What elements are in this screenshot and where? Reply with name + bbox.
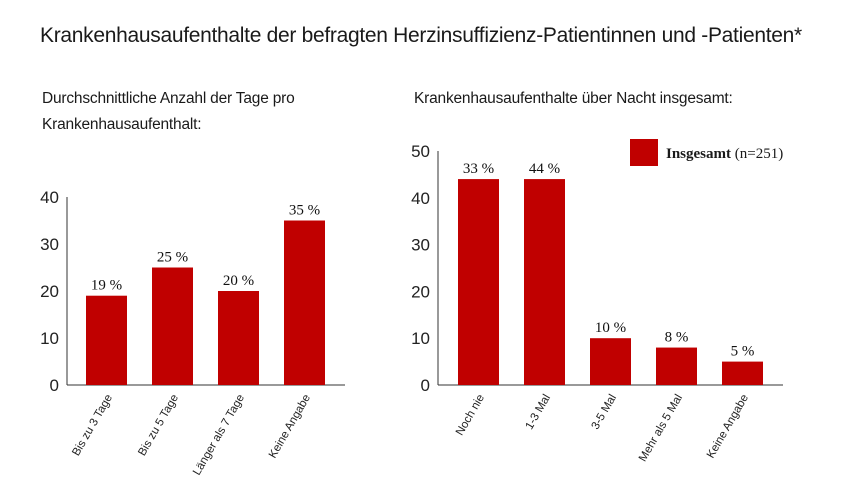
- legend-label: Insgesamt: [666, 146, 732, 162]
- right-y-tick-label: 30: [411, 236, 430, 255]
- right-category-label: Mehr als 5 Mal: [637, 393, 685, 464]
- right-bar-data-label: 44 %: [529, 161, 560, 177]
- right-category-label: Keine Angabe: [705, 393, 751, 461]
- left-bar: [86, 295, 127, 385]
- right-category-label: 1-3 Mal: [524, 393, 554, 432]
- left-category-label: Länger als 7 Tage: [191, 393, 247, 478]
- left-category-label: Bis zu 3 Tage: [70, 393, 115, 459]
- left-bar: [284, 220, 325, 385]
- left-y-tick-label: 30: [40, 235, 59, 254]
- right-bar-data-label: 33 %: [463, 161, 494, 177]
- left-bar-data-label: 25 %: [157, 250, 188, 266]
- left-y-tick-label: 40: [40, 188, 59, 207]
- right-bar: [656, 347, 697, 385]
- left-category-label: Bis zu 5 Tage: [136, 393, 181, 459]
- right-bar-data-label: 8 %: [665, 330, 689, 346]
- legend-swatch: [630, 139, 658, 166]
- left-bar-data-label: 19 %: [91, 278, 122, 294]
- right-bar: [722, 361, 763, 385]
- left-bar-data-label: 35 %: [289, 203, 320, 219]
- right-category-label: 3-5 Mal: [590, 393, 620, 432]
- right-bar: [458, 179, 499, 385]
- right-y-tick-label: 20: [411, 282, 430, 301]
- left-category-label: Keine Angabe: [267, 393, 313, 461]
- legend: Insgesamt (n=251): [666, 146, 783, 163]
- right-y-tick-label: 0: [421, 376, 430, 395]
- left-chart-title: Durchschnittliche Anzahl der Tage pro Kr…: [42, 90, 295, 133]
- left-y-tick-label: 20: [40, 282, 59, 301]
- legend-note: (n=251): [734, 146, 784, 162]
- right-chart-title: Krankenhausaufenthalte über Nacht insges…: [414, 90, 733, 107]
- left-bar-data-label: 20 %: [223, 273, 254, 289]
- right-bar-data-label: 10 %: [595, 320, 626, 336]
- right-bar: [524, 179, 565, 385]
- right-category-label: Noch nie: [454, 393, 487, 438]
- right-y-tick-label: 40: [411, 189, 430, 208]
- left-y-tick-label: 10: [40, 329, 59, 348]
- left-bar: [218, 291, 259, 385]
- left-bar: [152, 267, 193, 385]
- right-y-tick-label: 10: [411, 329, 430, 348]
- right-y-tick-label: 50: [411, 142, 430, 161]
- right-bar: [590, 338, 631, 385]
- left-y-tick-label: 0: [50, 376, 59, 395]
- right-bar-data-label: 5 %: [731, 344, 755, 360]
- page-title: Krankenhausaufenthalte der befragten Her…: [40, 24, 802, 47]
